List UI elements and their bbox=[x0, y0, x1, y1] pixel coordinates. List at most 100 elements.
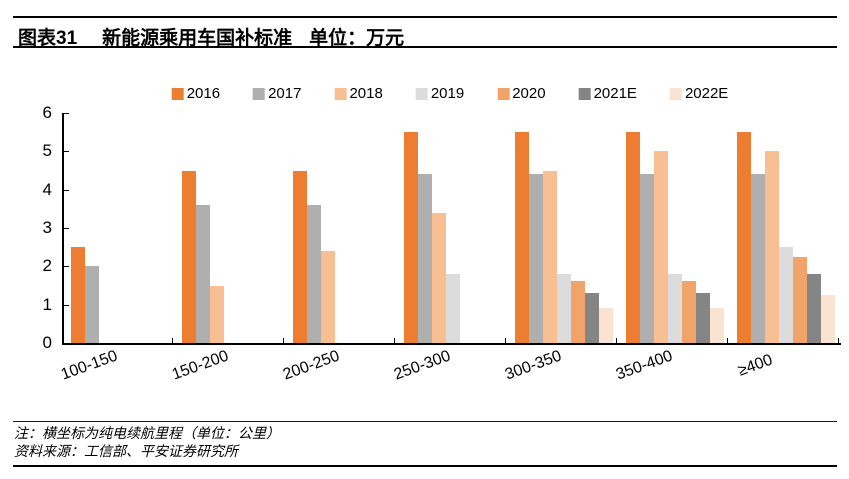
legend-item-2016: 2016 bbox=[171, 85, 221, 102]
legend-label: 2019 bbox=[430, 85, 465, 102]
y-tick-mark bbox=[64, 113, 69, 114]
source-note: 资料来源：工信部、平安证券研究所 bbox=[14, 443, 238, 459]
y-tick-mark bbox=[64, 189, 69, 191]
bar-group-≥400 bbox=[730, 113, 841, 343]
bar-2021E-≥400 bbox=[806, 274, 821, 343]
bar-2016-≥400 bbox=[736, 132, 751, 343]
legend-label: 2020 bbox=[512, 85, 546, 102]
x-axis-label-200-250: 200-250 bbox=[280, 347, 342, 384]
x-tick-mark bbox=[505, 338, 506, 343]
y-tick-mark bbox=[64, 266, 69, 268]
legend-item-2020: 2020 bbox=[497, 85, 546, 102]
bar-2016-300-350 bbox=[514, 132, 529, 343]
bar-2018-300-350 bbox=[542, 170, 557, 343]
bar-2021E-350-400 bbox=[695, 293, 710, 343]
y-tick-label-4: 4 bbox=[42, 179, 52, 199]
bar-2022E-350-400 bbox=[709, 308, 724, 343]
bar-2017-350-400 bbox=[639, 174, 654, 343]
x-axis-label-350-400: 350-400 bbox=[613, 347, 675, 384]
figure-unit-label: 单位：万元 bbox=[309, 28, 405, 49]
legend-swatch-2021E bbox=[578, 87, 591, 100]
legend-swatch-2020 bbox=[497, 87, 510, 100]
x-axis-label-≥400: ≥400 bbox=[735, 351, 775, 380]
y-tick-label-2: 2 bbox=[42, 256, 52, 276]
bar-group-200-250 bbox=[286, 113, 397, 343]
bar-2019-≥400 bbox=[778, 247, 793, 343]
bar-2019-300-350 bbox=[556, 274, 571, 343]
y-tick-label-5: 5 bbox=[42, 141, 52, 161]
legend-swatch-2019 bbox=[415, 87, 428, 100]
figure-title-text: 新能源乘用车国补标准 bbox=[102, 28, 293, 49]
x-tick-mark bbox=[727, 338, 728, 343]
bar-2019-250-300 bbox=[445, 274, 460, 343]
legend-label: 2016 bbox=[186, 85, 221, 102]
legend-item-2019: 2019 bbox=[415, 85, 465, 102]
legend-swatch-2022E bbox=[669, 87, 682, 100]
title-divider bbox=[13, 46, 837, 48]
y-tick-label-1: 1 bbox=[42, 294, 52, 314]
x-tick-mark bbox=[172, 338, 173, 343]
figure-label: 图表31 bbox=[18, 28, 78, 49]
x-axis-label-250-300: 250-300 bbox=[391, 347, 453, 384]
y-tick-label-0: 0 bbox=[42, 333, 52, 352]
bar-2017-200-250 bbox=[306, 205, 321, 343]
x-tick-mark bbox=[283, 338, 284, 343]
chart-legend: 2016 2017 2018 2019 2020 2021E 2022E bbox=[171, 85, 729, 102]
bar-2018-200-250 bbox=[320, 251, 335, 343]
bar-group-300-350 bbox=[508, 113, 619, 343]
bar-2016-250-300 bbox=[403, 132, 418, 343]
legend-swatch-2016 bbox=[171, 87, 184, 100]
bar-2017-150-200 bbox=[195, 205, 210, 343]
bar-group-100-150 bbox=[64, 113, 175, 343]
legend-item-2021E: 2021E bbox=[578, 85, 637, 102]
legend-item-2017: 2017 bbox=[253, 85, 301, 102]
bar-2021E-300-350 bbox=[584, 293, 599, 343]
bar-2017-≥400 bbox=[750, 174, 765, 343]
bar-2020-300-350 bbox=[570, 280, 585, 343]
bar-2017-300-350 bbox=[528, 174, 543, 343]
bar-2018-≥400 bbox=[764, 151, 779, 343]
bar-2017-250-300 bbox=[417, 174, 432, 343]
legend-item-2022E: 2022E bbox=[669, 85, 729, 102]
bar-2016-350-400 bbox=[625, 132, 640, 343]
bar-2016-150-200 bbox=[181, 170, 196, 343]
bottom-divider bbox=[13, 465, 837, 467]
x-tick-mark bbox=[838, 338, 839, 343]
y-tick-mark bbox=[64, 304, 69, 306]
top-divider bbox=[13, 16, 837, 18]
legend-swatch-2018 bbox=[334, 87, 347, 100]
bar-2020-≥400 bbox=[792, 256, 807, 343]
legend-swatch-2017 bbox=[253, 87, 266, 100]
footnote: 注：横坐标为纯电续航里程（单位：公里） bbox=[14, 425, 280, 441]
bar-2016-200-250 bbox=[292, 170, 307, 343]
legend-label: 2022E bbox=[684, 85, 729, 102]
y-tick-label-3: 3 bbox=[42, 218, 52, 237]
x-tick-mark bbox=[616, 338, 617, 343]
x-axis-label-150-200: 150-200 bbox=[169, 347, 231, 384]
note-divider bbox=[13, 421, 837, 422]
y-tick-mark bbox=[64, 151, 69, 153]
y-tick-label-6: 6 bbox=[42, 103, 52, 122]
figure-title: 图表31 新能源乘用车国补标准 单位：万元 bbox=[18, 23, 404, 50]
bar-2018-150-200 bbox=[209, 285, 224, 343]
bar-2018-350-400 bbox=[653, 151, 668, 343]
bar-group-250-300 bbox=[397, 113, 508, 343]
plot-area bbox=[62, 113, 841, 345]
legend-label: 2018 bbox=[349, 85, 383, 102]
bar-group-150-200 bbox=[175, 113, 286, 343]
x-tick-mark bbox=[394, 338, 395, 343]
bar-2016-100-150 bbox=[70, 247, 85, 343]
bar-2017-100-150 bbox=[84, 266, 99, 343]
x-axis-label-300-350: 300-350 bbox=[502, 347, 564, 384]
bar-2022E-≥400 bbox=[820, 294, 835, 343]
bar-2020-350-400 bbox=[681, 280, 696, 343]
bar-group-350-400 bbox=[619, 113, 730, 343]
bar-2022E-300-350 bbox=[598, 308, 613, 343]
bar-2018-250-300 bbox=[431, 212, 446, 343]
y-tick-mark bbox=[64, 228, 69, 229]
legend-item-2018: 2018 bbox=[334, 85, 383, 102]
bar-2019-350-400 bbox=[667, 274, 682, 343]
legend-label: 2017 bbox=[268, 85, 302, 102]
legend-label: 2021E bbox=[593, 85, 637, 102]
